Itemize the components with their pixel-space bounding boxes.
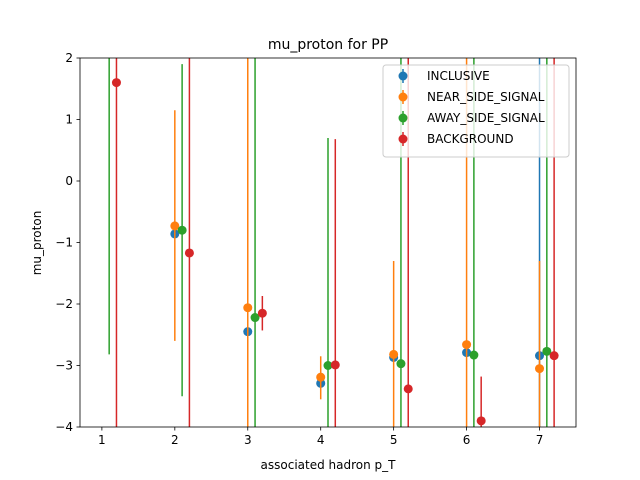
- y-tick-label: 1: [65, 113, 73, 127]
- data-point: [403, 384, 413, 394]
- legend-label: BACKGROUND: [427, 132, 514, 146]
- data-point: [535, 364, 545, 374]
- data-point: [316, 372, 326, 382]
- y-tick-label: −3: [55, 359, 73, 373]
- data-point: [184, 248, 194, 258]
- y-axis-label: mu_proton: [30, 211, 44, 276]
- chart-title: mu_proton for PP: [268, 37, 388, 53]
- y-axis: −4 −3 −2 −1 0 1 2: [55, 51, 80, 434]
- legend-item: NEAR_SIDE_SIGNAL: [398, 90, 545, 104]
- legend-swatch-marker: [398, 113, 408, 123]
- data-point: [111, 78, 121, 88]
- x-axis-label: associated hadron p_T: [261, 458, 397, 472]
- data-point: [476, 416, 486, 426]
- data-point: [389, 349, 399, 359]
- legend-item: AWAY_SIDE_SIGNAL: [398, 111, 545, 125]
- x-tick-label: 6: [463, 433, 471, 447]
- y-tick-label: 0: [65, 174, 73, 188]
- x-tick-label: 1: [98, 433, 106, 447]
- y-tick-label: −4: [55, 420, 73, 434]
- data-point: [330, 360, 340, 370]
- legend-swatch-marker: [398, 134, 408, 144]
- legend-item: INCLUSIVE: [398, 69, 490, 83]
- x-tick-label: 5: [390, 433, 398, 447]
- legend-label: INCLUSIVE: [427, 69, 490, 83]
- legend-box: [382, 64, 570, 158]
- legend-swatch-marker: [398, 71, 408, 81]
- legend: INCLUSIVE NEAR_SIDE_SIGNAL AWAY_SIDE_SIGNA…: [382, 64, 570, 158]
- x-tick-label: 4: [317, 433, 325, 447]
- legend-label: AWAY_SIDE_SIGNAL: [427, 111, 545, 125]
- y-tick-label: −1: [55, 236, 73, 250]
- data-point: [462, 340, 472, 350]
- legend-label: NEAR_SIDE_SIGNAL: [427, 90, 545, 104]
- series-layer: [108, 58, 559, 427]
- legend-swatch-marker: [398, 92, 408, 102]
- data-point: [542, 346, 552, 356]
- data-point: [257, 308, 267, 318]
- data-point: [170, 221, 180, 231]
- y-tick-label: −2: [55, 297, 73, 311]
- legend-item: BACKGROUND: [398, 132, 514, 146]
- x-tick-label: 2: [171, 433, 179, 447]
- data-point: [396, 359, 406, 369]
- data-point: [243, 303, 253, 313]
- data-point: [549, 351, 559, 361]
- x-tick-label: 3: [244, 433, 252, 447]
- data-point: [323, 361, 333, 370]
- data-point: [250, 313, 260, 323]
- x-axis: 1 2 3 4 5 6 7: [98, 427, 543, 447]
- y-tick-label: 2: [65, 51, 73, 65]
- data-point: [177, 225, 187, 235]
- x-tick-label: 7: [536, 433, 544, 447]
- data-point: [469, 350, 479, 360]
